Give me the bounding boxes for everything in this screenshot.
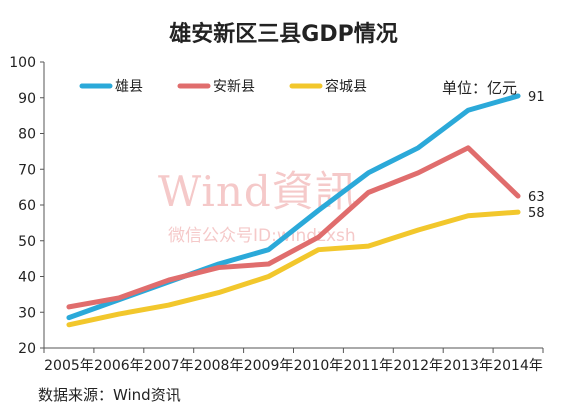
x-tick-label: 2011年: [344, 358, 394, 374]
y-tick-label: 40: [18, 270, 36, 286]
series-line-2: [66, 145, 521, 310]
y-tick-label: 90: [18, 91, 36, 107]
unit-label: 单位：亿元: [442, 79, 518, 97]
x-tick-label: 2010年: [294, 358, 344, 374]
series-end-label-3: 58: [528, 206, 545, 221]
series-end-label-2: 63: [528, 190, 545, 205]
y-tick-label: 50: [18, 234, 36, 250]
y-tick-label: 70: [18, 162, 36, 178]
legend-label-1: 雄县: [115, 79, 143, 95]
y-tick-label: 20: [18, 341, 36, 357]
x-tick-label: 2012年: [393, 358, 443, 374]
y-tick-label: 100: [9, 55, 36, 71]
y-tick-label: 60: [18, 198, 36, 214]
chart-title: 雄安新区三县GDP情况: [169, 22, 398, 47]
x-tick-label: 2014年: [493, 358, 543, 374]
legend-label-2: 安新县: [213, 79, 255, 95]
x-tick-label: 2008年: [194, 358, 244, 374]
series-line-1: [66, 93, 521, 321]
y-tick-label: 30: [18, 305, 36, 321]
legend-label-3: 容城县: [325, 78, 367, 95]
series-end-label-1: 91: [528, 90, 545, 105]
series-line-3: [66, 209, 521, 328]
x-tick-label: 2007年: [144, 358, 194, 374]
x-tick-label: 2009年: [244, 358, 294, 374]
x-tick-label: 2006年: [94, 358, 144, 374]
x-tick-label: 2013年: [443, 358, 493, 374]
y-tick-label: 80: [18, 127, 36, 143]
x-tick-label: 2005年: [44, 358, 94, 374]
source-note: 数据来源：Wind资讯: [38, 386, 181, 404]
